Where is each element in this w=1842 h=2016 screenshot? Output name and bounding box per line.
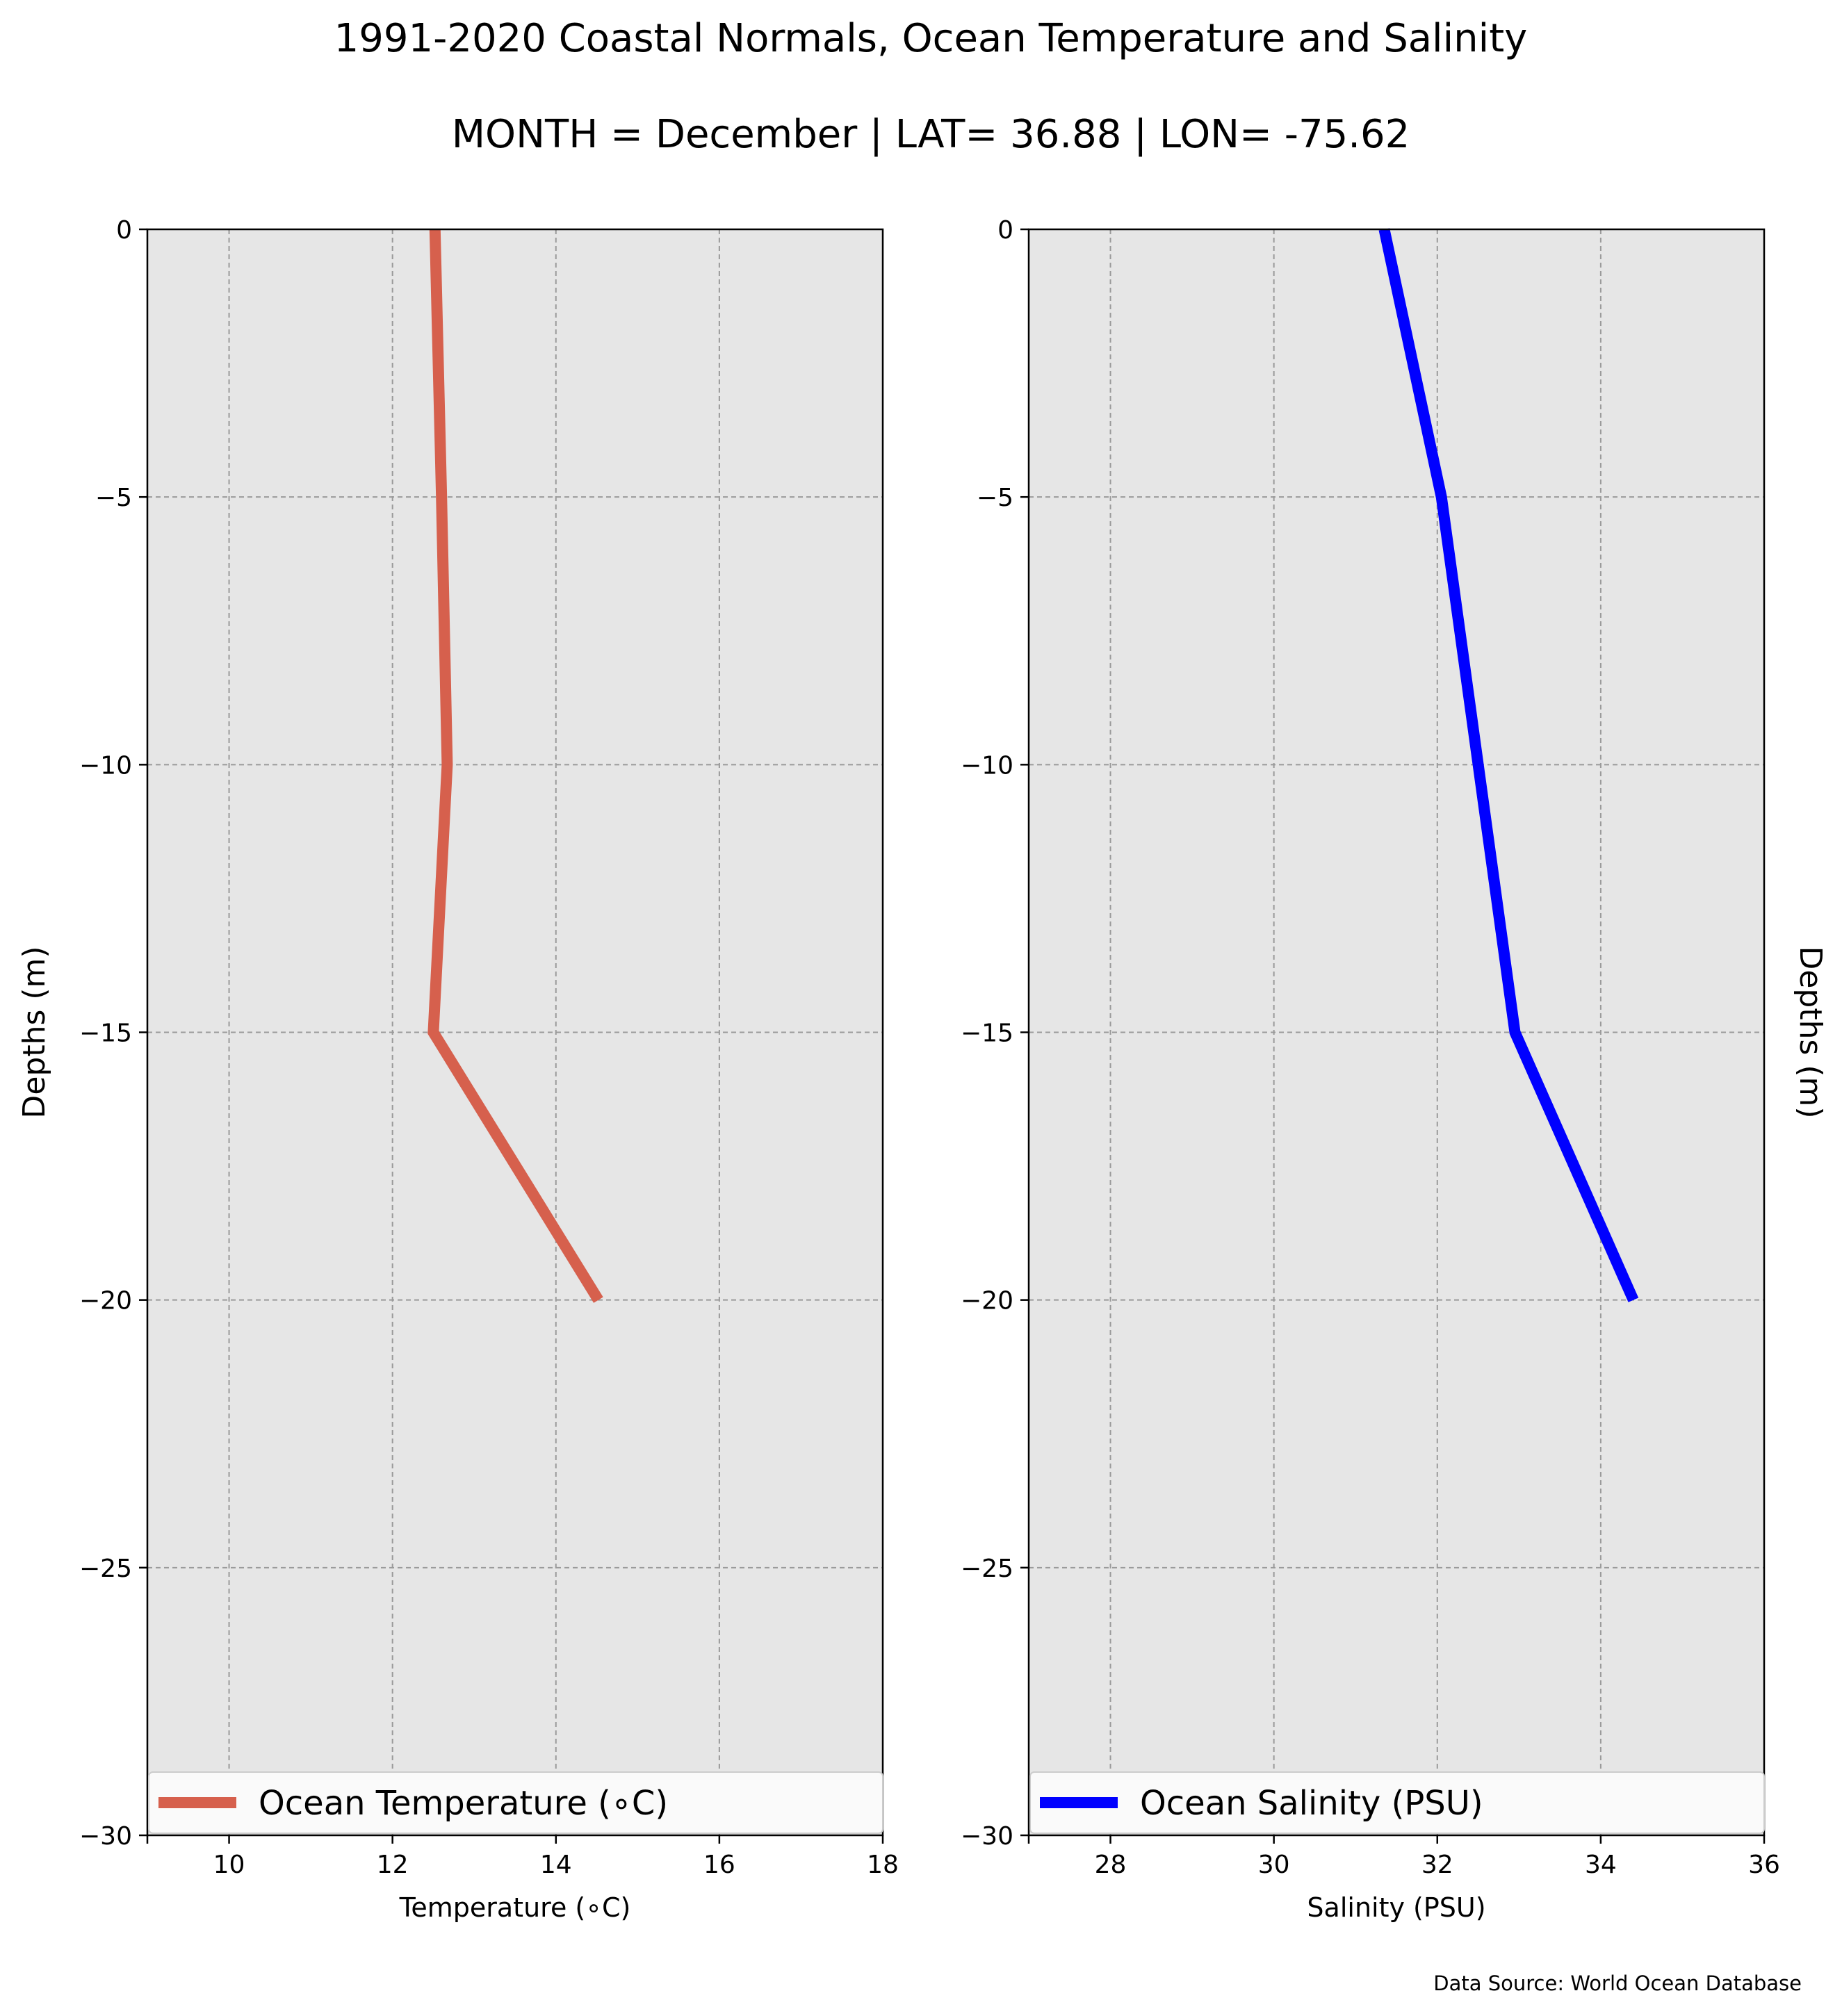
salinity-panel: 28 30 32 34 36 0 −5 −10 −15 −20 −25 −30 Salinity (PS…	[961, 216, 1828, 1923]
salinity-y-tick-label: −30	[961, 1822, 1013, 1851]
temperature-x-tick-label: 14	[540, 1851, 572, 1879]
temperature-data-point	[441, 496, 442, 498]
temperature-data-point	[432, 1032, 434, 1033]
temperature-y-tick-label: −5	[95, 484, 132, 512]
temperature-legend-box	[148, 1771, 883, 1834]
temperature-y-tick-label: −25	[79, 1555, 132, 1583]
salinity-x-tick-label: 34	[1585, 1851, 1617, 1879]
salinity-x-axis-label: Salinity (PSU)	[1307, 1892, 1485, 1923]
temperature-y-tick-label: −30	[79, 1822, 132, 1851]
salinity-y-tick-label: −15	[961, 1019, 1013, 1048]
salinity-legend-label: Ocean Salinity (PSU)	[1140, 1784, 1483, 1823]
salinity-x-tick-label: 30	[1258, 1851, 1290, 1879]
salinity-x-tick-label: 28	[1095, 1851, 1127, 1879]
salinity-y-tick-label: −20	[961, 1287, 1013, 1316]
temperature-x-tick-label: 10	[213, 1851, 245, 1879]
temperature-x-axis-label: Temperature (∘C)	[399, 1892, 631, 1923]
data-source-note: Data Source: World Ocean Database	[1433, 1972, 1802, 1995]
temperature-y-tick-label: −10	[79, 751, 132, 780]
temperature-legend-label: Ocean Temperature (∘C)	[259, 1784, 668, 1823]
temperature-panel: 10 12 14 16 18 0 −5 −10 −15 −20 −25 −30 Temperature …	[17, 216, 899, 1923]
salinity-y-tick-label: −10	[961, 751, 1013, 780]
salinity-x-tick-label: 36	[1748, 1851, 1780, 1879]
temperature-y-tick-label: 0	[116, 216, 132, 245]
salinity-y-tick-label: −25	[961, 1555, 1013, 1583]
temperature-y-tick-label: −15	[79, 1019, 132, 1048]
temperature-data-point	[446, 764, 448, 765]
salinity-legend-box	[1029, 1771, 1765, 1834]
salinity-y-axis-label: Depths (m)	[1793, 946, 1828, 1118]
salinity-y-tick-label: −5	[977, 484, 1013, 512]
salinity-data-point	[1441, 496, 1442, 498]
salinity-x-tick-label: 32	[1421, 1851, 1453, 1879]
figure-title: 1991-2020 Coastal Normals, Ocean Tempera…	[334, 16, 1528, 61]
temperature-x-tick-label: 16	[703, 1851, 735, 1879]
temperature-y-tick-label: −20	[79, 1287, 132, 1316]
figure-subtitle: MONTH = December | LAT= 36.88 | LON= -75…	[452, 112, 1410, 157]
temperature-x-tick-label: 12	[377, 1851, 409, 1879]
temperature-x-tick-label: 18	[867, 1851, 899, 1879]
salinity-y-tick-label: 0	[997, 216, 1013, 245]
temperature-y-axis-label: Depths (m)	[17, 946, 52, 1118]
